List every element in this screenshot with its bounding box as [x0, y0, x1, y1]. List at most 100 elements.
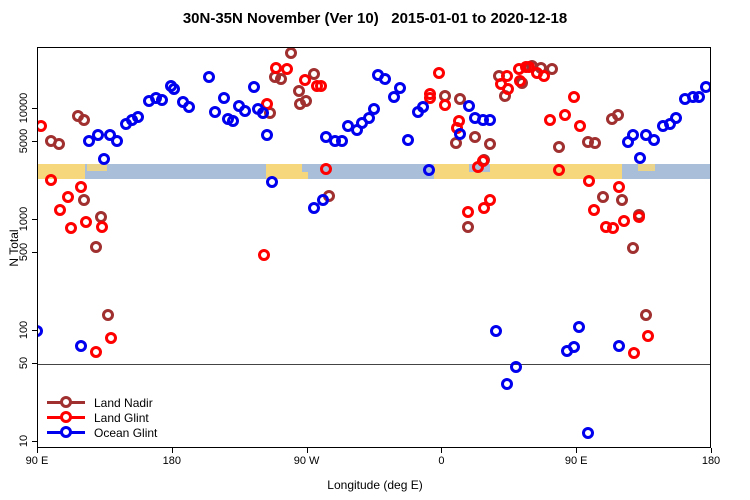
data-point-land-nadir: [78, 194, 91, 207]
data-point-land-glint: [607, 221, 620, 234]
data-point-ocean-glint: [82, 134, 95, 147]
data-point-land-glint: [641, 330, 654, 343]
x-tick-label: 90 W: [293, 455, 320, 467]
data-point-ocean-glint: [226, 114, 239, 127]
data-point-ocean-glint: [307, 202, 320, 215]
data-point-ocean-glint: [183, 101, 196, 114]
data-point-land-nadir: [616, 193, 629, 206]
y-tick-mark: [32, 441, 37, 442]
data-point-land-nadir: [596, 191, 609, 204]
x-tick-mark: [37, 448, 38, 453]
data-point-land-nadir: [78, 114, 91, 127]
legend-row-land-glint: Land Glint: [47, 410, 157, 425]
data-point-land-glint: [45, 173, 58, 186]
y-tick-label: 10000: [18, 92, 30, 124]
data-point-land-glint: [298, 73, 311, 86]
x-tick-mark: [576, 448, 578, 453]
y-tick-label: 1000: [18, 206, 30, 232]
data-point-land-nadir: [545, 63, 558, 76]
data-point-land-glint: [500, 70, 513, 83]
data-point-ocean-glint: [217, 92, 230, 105]
data-point-land-glint: [613, 180, 626, 193]
data-point-land-glint: [75, 180, 88, 193]
x-tick-label: 180: [162, 455, 181, 467]
data-point-land-glint: [553, 163, 566, 176]
legend-label: Ocean Glint: [94, 425, 158, 440]
data-point-land-glint: [583, 174, 596, 187]
land-ocean-band-land-segment: [434, 163, 623, 179]
y-tick-mark: [32, 108, 37, 109]
data-point-land-glint: [64, 221, 77, 234]
data-point-ocean-glint: [613, 340, 626, 353]
data-point-ocean-glint: [412, 105, 425, 118]
x-tick-mark: [441, 448, 443, 453]
data-point-land-nadir: [611, 109, 624, 122]
data-point-land-glint: [433, 66, 446, 79]
data-point-ocean-glint: [700, 80, 710, 93]
data-point-land-nadir: [469, 130, 482, 143]
data-point-land-glint: [514, 74, 527, 87]
data-point-ocean-glint: [247, 80, 260, 93]
legend-row-land-nadir: Land Nadir: [47, 395, 157, 410]
data-point-land-nadir: [484, 137, 497, 150]
land-ocean-band-ocean-notch: [302, 163, 308, 173]
legend: Land Nadir Land Glint Ocean Glint: [47, 395, 157, 440]
data-point-land-glint: [105, 331, 118, 344]
data-point-ocean-glint: [336, 134, 349, 147]
data-point-land-glint: [559, 109, 572, 122]
y-tick-mark: [32, 363, 37, 365]
y-tick-label: 100: [18, 320, 30, 340]
data-point-ocean-glint: [168, 83, 181, 96]
x-axis-label: Longitude (deg E): [327, 478, 423, 492]
legend-row-ocean-glint: Ocean Glint: [47, 425, 157, 440]
data-point-ocean-glint: [647, 134, 660, 147]
data-point-ocean-glint: [509, 361, 522, 374]
x-tick-label: 180: [701, 455, 721, 467]
data-point-ocean-glint: [97, 152, 110, 165]
data-point-ocean-glint: [388, 91, 401, 104]
data-point-land-glint: [424, 92, 437, 105]
y-tick-mark: [32, 330, 37, 331]
data-point-land-glint: [502, 83, 515, 96]
data-point-land-glint: [61, 191, 74, 204]
data-point-land-glint: [79, 215, 92, 228]
data-point-ocean-glint: [670, 111, 683, 124]
data-point-land-glint: [568, 91, 581, 104]
data-point-land-glint: [315, 79, 328, 92]
data-point-land-nadir: [274, 72, 287, 85]
data-point-land-glint: [484, 194, 497, 207]
data-point-land-glint: [632, 211, 645, 224]
y-tick-mark: [32, 252, 37, 254]
data-point-ocean-glint: [261, 129, 274, 141]
data-point-land-nadir: [589, 136, 602, 149]
data-point-ocean-glint: [454, 128, 467, 141]
data-point-land-glint: [478, 202, 491, 215]
legend-circle-icon: [60, 411, 72, 423]
data-point-ocean-glint: [75, 340, 88, 353]
legend-label: Land Glint: [94, 410, 149, 425]
x-tick-mark: [171, 448, 173, 453]
data-point-land-glint: [439, 98, 452, 111]
data-point-ocean-glint: [265, 176, 278, 189]
data-point-ocean-glint: [490, 325, 503, 337]
data-point-land-glint: [544, 113, 557, 126]
data-point-land-glint: [38, 120, 47, 133]
legend-symbol: [47, 411, 85, 424]
data-point-ocean-glint: [581, 427, 594, 440]
y-tick-mark: [32, 141, 37, 143]
data-point-ocean-glint: [367, 103, 380, 115]
data-point-land-glint: [280, 62, 293, 75]
legend-symbol: [47, 426, 85, 439]
data-point-ocean-glint: [91, 129, 104, 141]
data-point-land-nadir: [102, 308, 115, 321]
data-point-ocean-glint: [634, 152, 647, 165]
data-point-land-glint: [587, 204, 600, 217]
data-point-land-nadir: [626, 241, 639, 254]
data-point-land-nadir: [640, 308, 653, 321]
data-point-ocean-glint: [132, 111, 145, 124]
legend-symbol: [47, 396, 85, 409]
x-tick-mark: [711, 448, 712, 453]
data-point-land-glint: [520, 61, 533, 74]
data-point-ocean-glint: [379, 72, 392, 85]
data-point-ocean-glint: [156, 94, 169, 107]
